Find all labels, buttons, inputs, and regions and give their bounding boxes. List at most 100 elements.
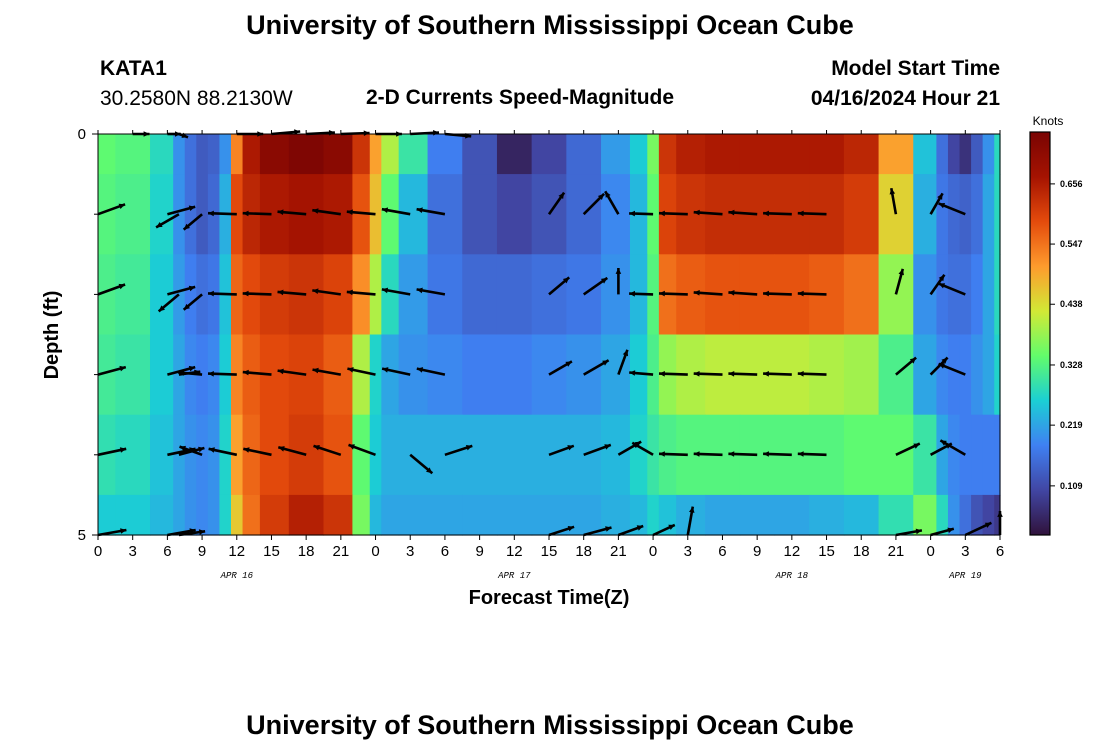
current-arrow bbox=[178, 529, 206, 537]
heatmap-cell bbox=[173, 254, 186, 336]
heatmap-cell bbox=[259, 414, 290, 496]
heatmap-cell bbox=[629, 134, 648, 175]
heatmap-cell bbox=[936, 414, 949, 496]
heatmap-cell bbox=[369, 334, 382, 416]
heatmap-cell bbox=[959, 334, 972, 416]
current-arrow-head bbox=[382, 367, 389, 373]
heatmap-cell bbox=[184, 174, 197, 255]
current-arrow-head bbox=[728, 451, 735, 457]
heatmap-cell bbox=[647, 254, 660, 336]
current-arrow bbox=[693, 290, 723, 296]
heatmap-cell bbox=[496, 134, 533, 175]
heatmap-cell bbox=[994, 174, 1001, 255]
heatmap-cell bbox=[288, 174, 325, 255]
current-arrow-head bbox=[278, 446, 285, 452]
heatmap-cell bbox=[288, 254, 325, 336]
heatmap-cell bbox=[936, 334, 949, 416]
heatmap-cell bbox=[496, 174, 533, 255]
current-arrow-head bbox=[938, 274, 945, 282]
heatmap-cell bbox=[647, 334, 660, 416]
current-arrow-head bbox=[208, 371, 214, 377]
heatmap-cell bbox=[971, 174, 984, 255]
current-arrow-head bbox=[119, 365, 126, 372]
heatmap-cell bbox=[994, 254, 1001, 336]
current-arrow bbox=[929, 273, 946, 296]
heatmap-cell bbox=[913, 414, 937, 496]
current-arrow-head bbox=[562, 277, 570, 284]
current-arrow-head bbox=[997, 511, 1003, 517]
heatmap-cell bbox=[959, 254, 972, 336]
heatmap-cell bbox=[496, 494, 533, 536]
current-arrow-head bbox=[183, 223, 190, 230]
x-tick-label: 6 bbox=[163, 543, 171, 560]
current-arrow bbox=[348, 443, 376, 457]
current-arrow-head bbox=[242, 210, 249, 217]
current-arrow-head bbox=[416, 287, 423, 294]
current-arrow bbox=[693, 371, 723, 377]
current-arrow bbox=[416, 287, 446, 296]
heatmap-cell bbox=[878, 134, 914, 175]
current-arrow bbox=[236, 131, 264, 137]
current-arrow-head bbox=[328, 130, 335, 136]
current-arrow bbox=[658, 451, 688, 457]
x-tick-label: 6 bbox=[718, 543, 726, 560]
colorbar-unit-label: Knots bbox=[1033, 114, 1064, 128]
current-arrow bbox=[938, 282, 966, 296]
x-tick-label: 21 bbox=[333, 543, 350, 560]
current-arrow bbox=[97, 365, 127, 376]
current-arrow bbox=[930, 527, 955, 537]
current-arrow bbox=[381, 367, 411, 376]
heatmap-cell bbox=[184, 414, 197, 496]
heatmap-cell bbox=[647, 494, 660, 536]
current-arrow-head bbox=[984, 522, 992, 528]
current-arrow-head bbox=[797, 371, 804, 377]
current-arrow bbox=[97, 203, 126, 216]
heatmap-cell bbox=[601, 414, 631, 496]
x-tick-label: 18 bbox=[298, 543, 315, 560]
heatmap-cell bbox=[994, 494, 1001, 536]
current-arrow-head bbox=[426, 467, 433, 474]
current-arrow-head bbox=[208, 210, 214, 217]
heatmap-cell bbox=[982, 494, 995, 536]
current-arrow-head bbox=[763, 210, 769, 217]
heatmap-cell bbox=[398, 254, 429, 336]
heatmap-cell bbox=[150, 494, 174, 536]
current-arrow bbox=[728, 371, 758, 377]
current-arrow bbox=[207, 290, 237, 297]
current-arrow bbox=[763, 290, 792, 297]
current-arrow-head bbox=[188, 365, 196, 372]
current-arrow bbox=[277, 446, 307, 457]
current-arrow-head bbox=[797, 290, 804, 297]
current-arrow bbox=[693, 209, 723, 216]
heatmap-cell bbox=[947, 174, 961, 255]
heatmap-cell bbox=[809, 494, 845, 536]
current-arrow-head bbox=[277, 289, 284, 296]
current-arrow-head bbox=[605, 191, 611, 198]
current-arrow-head bbox=[728, 209, 735, 216]
heatmap-cell bbox=[959, 494, 972, 536]
y-tick-label: 5 bbox=[78, 527, 86, 544]
day-label: APR 17 bbox=[497, 571, 531, 581]
x-tick-label: 9 bbox=[198, 543, 206, 560]
current-arrow-head bbox=[629, 210, 635, 217]
heatmap-cell bbox=[843, 494, 880, 536]
current-arrow bbox=[615, 268, 622, 295]
current-arrow bbox=[312, 208, 341, 216]
heatmap-cell bbox=[947, 134, 961, 175]
model-start-label: Model Start Time bbox=[831, 57, 1000, 80]
current-arrow-head bbox=[156, 222, 163, 228]
current-arrow-head bbox=[728, 371, 735, 377]
heatmap-cell bbox=[982, 334, 995, 416]
current-arrow bbox=[658, 210, 688, 217]
current-arrow-head bbox=[668, 524, 675, 530]
day-label: APR 18 bbox=[775, 571, 809, 581]
colorbar-tick-label: 0.328 bbox=[1060, 360, 1083, 370]
heatmap-cell bbox=[352, 134, 371, 175]
heatmap-cell bbox=[947, 414, 961, 496]
current-arrow bbox=[242, 210, 272, 217]
x-tick-label: 3 bbox=[961, 543, 969, 560]
current-arrow bbox=[409, 453, 434, 475]
colorbar-gradient bbox=[1029, 131, 1051, 536]
current-arrow-head bbox=[118, 203, 126, 209]
